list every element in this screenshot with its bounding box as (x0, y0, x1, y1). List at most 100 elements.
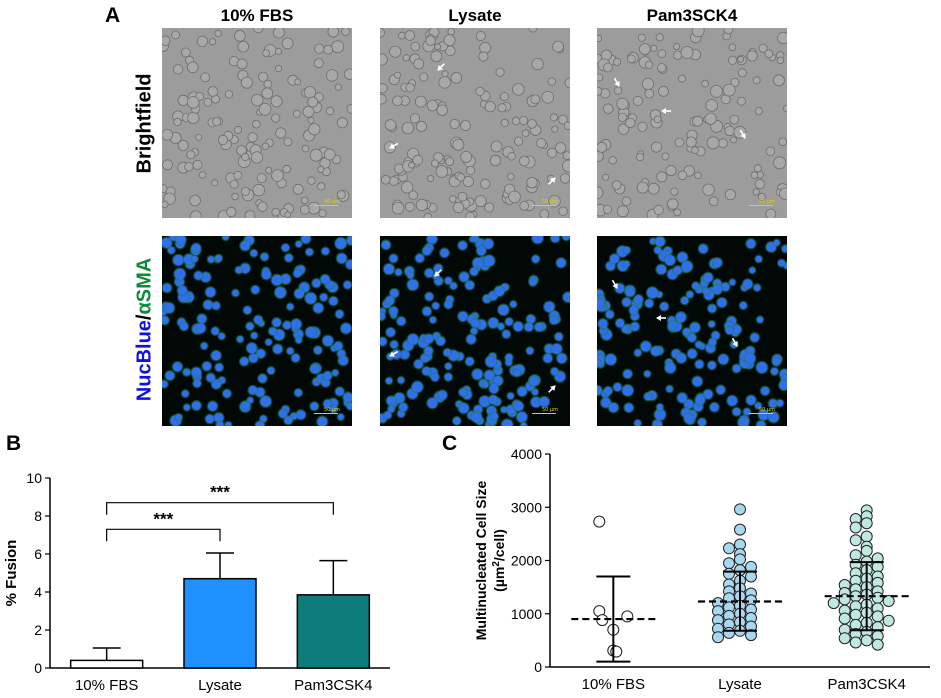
fluorescence-image-pam3sck4: 50 µm (597, 236, 787, 426)
data-point (745, 629, 757, 642)
brightfield-image-fbs: 50 µm (162, 28, 352, 218)
data-point (849, 521, 862, 534)
data-point (621, 610, 634, 623)
x-tick-label: Pam3CSK4 (827, 676, 905, 693)
arrow-icon (548, 177, 556, 185)
x-tick-label: Lysate (718, 676, 762, 693)
data-point (860, 634, 873, 647)
data-point (827, 597, 840, 610)
y-tick-label: 3000 (511, 499, 542, 515)
data-point (882, 614, 895, 627)
data-point (849, 636, 862, 649)
row-label-brightfield: Brightfield (133, 73, 156, 174)
data-point (860, 544, 873, 557)
column-header-lysate: Lysate (448, 6, 502, 25)
x-tick-label: 10% FBS (75, 677, 138, 694)
panel-b-letter: B (6, 432, 21, 455)
x-tick-label: Pam3CSK4 (294, 677, 372, 694)
panel-a-letter: A (105, 4, 121, 27)
scale-bar (532, 413, 556, 414)
scale-bar (532, 205, 556, 206)
data-point (838, 612, 851, 625)
nuclei-cluster (597, 236, 787, 426)
data-point (849, 608, 862, 621)
arrow-icon (613, 77, 620, 87)
data-point (734, 503, 746, 516)
label-separator: / (133, 314, 156, 321)
data-point (860, 530, 873, 543)
arrow-icon (611, 279, 618, 289)
scale-label: 50 µm (323, 407, 340, 413)
nuclei-cluster (162, 236, 352, 426)
data-point (723, 626, 735, 639)
arrow-icon (548, 385, 556, 393)
scale-bar (749, 205, 773, 206)
y-tick-label: 4000 (511, 446, 542, 462)
nucblue-label: NucBlue (133, 320, 156, 402)
arrow-icon (389, 350, 399, 357)
scale-label: 50 µm (541, 199, 558, 205)
bar (296, 594, 371, 669)
arrow-icon (434, 269, 442, 277)
cell-cluster (597, 28, 787, 218)
arrow-icon (731, 337, 738, 347)
data-point (871, 591, 884, 604)
bar (183, 577, 257, 669)
scale-label: 50 µm (758, 407, 775, 413)
data-point (871, 610, 884, 623)
y-tick-label: 10 (26, 470, 42, 486)
scale-bar (314, 205, 338, 206)
cell-cluster (380, 28, 570, 218)
y-tick-label: 0 (534, 659, 542, 675)
fluorescence-image-fbs: 50 µm (162, 236, 352, 426)
row-label-fluorescence: NucBlue/αSMA (134, 240, 157, 420)
fusion-bar-chart: B % Fusion 0 2 4 6 8 10 10% FBS Lysate Pam3CSK4 ***… (3, 432, 390, 694)
x-tick-label: 10% FBS (582, 676, 645, 693)
data-point (860, 517, 873, 530)
fluorescence-image-lysate: 50 µm (380, 236, 570, 426)
cell-cluster (162, 28, 352, 218)
y-axis-unit: (µm2/cell) (491, 529, 507, 592)
y-tick-label: 0 (34, 660, 42, 676)
significance-bracket (106, 502, 334, 515)
bar (69, 659, 144, 669)
data-point (849, 534, 862, 547)
data-point (593, 515, 606, 528)
y-axis-label: % Fusion (3, 540, 20, 607)
nuclei-cluster (380, 236, 570, 426)
scale-label: 50 µm (323, 199, 340, 205)
asma-label: αSMA (133, 257, 156, 315)
y-axis-label: Multinucleated Cell Size (473, 481, 489, 641)
data-point (871, 638, 884, 651)
arrow-icon (739, 129, 746, 139)
brightfield-image-pam3sck4: 50 µm (597, 28, 787, 218)
y-tick-label: 2 (34, 622, 42, 638)
cell-size-scatter-chart: C Multinucleated Cell Size (µm2/cell) 0 1000… (442, 432, 930, 693)
data-point (723, 567, 735, 580)
scale-label: 50 µm (541, 407, 558, 413)
arrow-icon (656, 315, 666, 321)
y-tick-label: 1000 (511, 606, 542, 622)
arrow-icon (389, 142, 399, 149)
column-header-fbs: 10% FBS (220, 6, 294, 25)
scale-bar (749, 413, 773, 414)
data-point (712, 631, 724, 644)
y-tick-label: 8 (34, 508, 42, 524)
significance-bracket (106, 528, 221, 542)
scale-bar (314, 413, 338, 414)
panel-c-letter: C (442, 432, 457, 455)
x-tick-label: Lysate (198, 677, 242, 694)
brightfield-image-lysate: 50 µm (380, 28, 570, 218)
significance-label: *** (153, 509, 173, 528)
y-tick-label: 4 (34, 584, 42, 600)
data-point (723, 542, 735, 555)
y-tick-label: 2000 (511, 553, 542, 569)
arrow-icon (437, 63, 445, 71)
data-point (734, 553, 746, 566)
data-point (734, 523, 746, 536)
data-point (723, 557, 735, 570)
y-tick-label: 6 (34, 546, 42, 562)
arrow-icon (661, 108, 671, 114)
significance-label: *** (210, 483, 230, 502)
data-point (882, 595, 895, 607)
